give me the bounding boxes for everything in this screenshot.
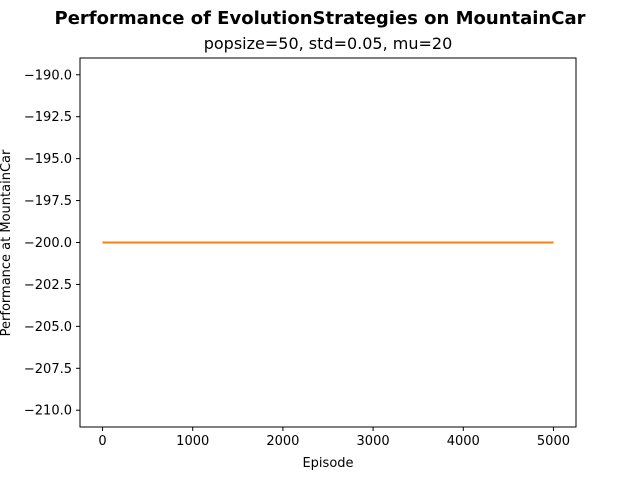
- y-axis-label: Performance at MountainCar: [0, 149, 14, 336]
- y-tick-label: −195.0: [24, 152, 72, 167]
- y-tick-label: −192.5: [24, 110, 72, 125]
- x-tick-label: 3000: [357, 434, 390, 449]
- y-tick-label: −205.0: [24, 320, 72, 335]
- y-tick-label: −190.0: [24, 68, 72, 83]
- plot-frame: [79, 57, 577, 428]
- ticks-layer: 0 1000 2000 3000 4000 5000 −190.0 −192.5 −195.0 −…: [24, 68, 570, 449]
- y-tick-label: −202.5: [24, 278, 72, 293]
- y-tick-label: −207.5: [24, 362, 72, 377]
- x-tick-label: 1000: [176, 434, 209, 449]
- x-axis-label: Episode: [302, 456, 353, 471]
- x-tick-label: 2000: [266, 434, 299, 449]
- x-tick-label: 0: [98, 434, 106, 449]
- y-tick-label: −210.0: [24, 404, 72, 419]
- x-tick-label: 5000: [537, 434, 570, 449]
- chart-title: Performance of EvolutionStrategies on Mo…: [55, 8, 586, 29]
- chart-subtitle: popsize=50, std=0.05, mu=20: [204, 34, 453, 53]
- y-tick-label: −200.0: [24, 236, 72, 251]
- x-tick-label: 4000: [447, 434, 480, 449]
- y-tick-label: −197.5: [24, 194, 72, 209]
